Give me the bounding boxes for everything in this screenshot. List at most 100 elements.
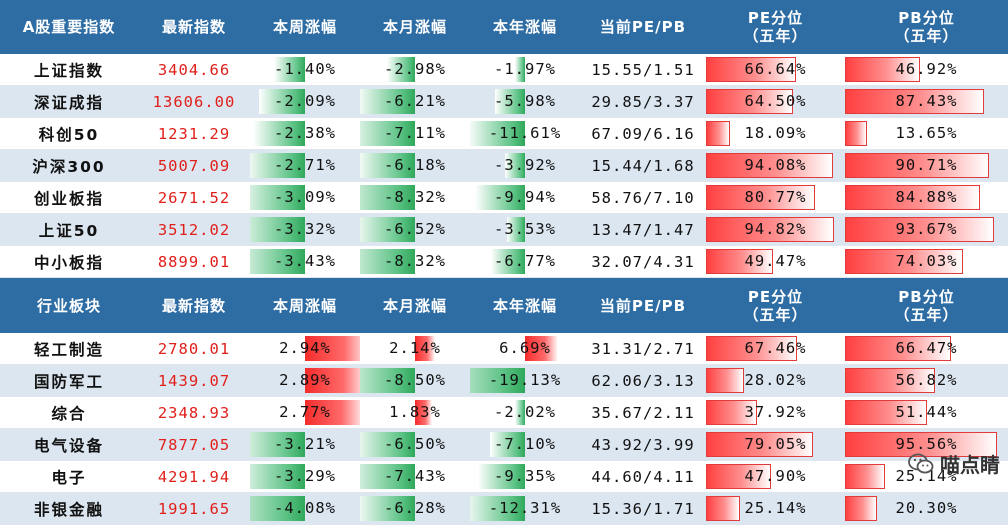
pb-percentile-cell: 66.47% bbox=[845, 333, 1008, 365]
week-change-value: -3.09% bbox=[250, 182, 360, 213]
pb-percentile-value: 74.03% bbox=[845, 246, 1008, 277]
year-change-cell: -5.98% bbox=[470, 86, 580, 118]
pb-percentile-value: 93.67% bbox=[845, 214, 1008, 245]
year-change-cell: -6.77% bbox=[470, 246, 580, 278]
pe-pb-value: 35.67/2.11 bbox=[580, 397, 706, 429]
pe-percentile-cell: 80.77% bbox=[706, 182, 845, 214]
month-change-cell: -6.21% bbox=[360, 86, 470, 118]
pe-percentile-cell: 47.90% bbox=[706, 461, 845, 493]
week-change-cell: 2.77% bbox=[250, 397, 360, 429]
pe-percentile-cell: 79.05% bbox=[706, 429, 845, 461]
month-change-value: 2.14% bbox=[360, 333, 470, 364]
pb-percentile-cell: 20.30% bbox=[845, 493, 1008, 525]
week-change-value: -3.43% bbox=[250, 246, 360, 277]
year-change-value: -12.31% bbox=[470, 493, 580, 524]
watermark: 喵点睛 bbox=[908, 449, 1000, 478]
pb-percentile-value: 56.82% bbox=[845, 365, 1008, 396]
year-change-cell: -11.61% bbox=[470, 118, 580, 150]
month-change-cell: -2.98% bbox=[360, 54, 470, 86]
year-change-cell: -9.94% bbox=[470, 182, 580, 214]
year-change-value: -3.53% bbox=[470, 214, 580, 245]
month-change-cell: 1.83% bbox=[360, 397, 470, 429]
pe-percentile-value: 18.09% bbox=[706, 118, 845, 149]
column-header: 本年涨幅 bbox=[470, 0, 580, 54]
column-header: 本月涨幅 bbox=[360, 0, 470, 54]
pb-percentile-cell: 84.88% bbox=[845, 182, 1008, 214]
row-name: 深证成指 bbox=[0, 86, 138, 118]
column-header: 最新指数 bbox=[138, 0, 250, 54]
year-change-cell: -3.53% bbox=[470, 214, 580, 246]
watermark-text: 喵点睛 bbox=[940, 449, 1000, 478]
pb-percentile-value: 20.30% bbox=[845, 493, 1008, 524]
row-name: 国防军工 bbox=[0, 365, 138, 397]
pb-percentile-value: 84.88% bbox=[845, 182, 1008, 213]
row-name: 沪深300 bbox=[0, 150, 138, 182]
month-change-cell: -7.43% bbox=[360, 461, 470, 493]
row-name: 上证指数 bbox=[0, 54, 138, 86]
year-change-value: 6.69% bbox=[470, 333, 580, 364]
week-change-value: -1.40% bbox=[250, 54, 360, 85]
latest-index: 8899.01 bbox=[138, 246, 250, 278]
week-change-value: -2.71% bbox=[250, 150, 360, 181]
week-change-value: 2.94% bbox=[250, 333, 360, 364]
latest-index: 13606.00 bbox=[138, 86, 250, 118]
pe-percentile-cell: 28.02% bbox=[706, 365, 845, 397]
month-change-value: 1.83% bbox=[360, 397, 470, 428]
year-change-cell: -2.02% bbox=[470, 397, 580, 429]
pe-percentile-value: 79.05% bbox=[706, 429, 845, 460]
week-change-cell: -3.29% bbox=[250, 461, 360, 493]
pb-percentile-value: 13.65% bbox=[845, 118, 1008, 149]
pe-pb-value: 15.55/1.51 bbox=[580, 54, 706, 86]
pe-percentile-cell: 64.50% bbox=[706, 86, 845, 118]
year-change-cell: -12.31% bbox=[470, 493, 580, 525]
pb-percentile-value: 90.71% bbox=[845, 150, 1008, 181]
latest-index: 5007.09 bbox=[138, 150, 250, 182]
latest-index: 2348.93 bbox=[138, 397, 250, 429]
latest-index: 2671.52 bbox=[138, 182, 250, 214]
year-change-value: -7.10% bbox=[470, 429, 580, 460]
week-change-cell: -2.71% bbox=[250, 150, 360, 182]
year-change-value: -6.77% bbox=[470, 246, 580, 277]
row-name: 综合 bbox=[0, 397, 138, 429]
week-change-value: -3.32% bbox=[250, 214, 360, 245]
week-change-cell: -2.38% bbox=[250, 118, 360, 150]
month-change-cell: -6.50% bbox=[360, 429, 470, 461]
month-change-cell: -6.28% bbox=[360, 493, 470, 525]
month-change-cell: -8.32% bbox=[360, 182, 470, 214]
pb-percentile-value: 51.44% bbox=[845, 397, 1008, 428]
pb-percentile-value: 87.43% bbox=[845, 86, 1008, 117]
month-change-value: -7.43% bbox=[360, 461, 470, 492]
week-change-value: -2.09% bbox=[250, 86, 360, 117]
latest-index: 4291.94 bbox=[138, 461, 250, 493]
week-change-cell: 2.94% bbox=[250, 333, 360, 365]
pb-percentile-cell: 87.43% bbox=[845, 86, 1008, 118]
week-change-cell: -4.08% bbox=[250, 493, 360, 525]
week-change-cell: 2.89% bbox=[250, 365, 360, 397]
column-header: PE分位 （五年） bbox=[706, 278, 845, 334]
column-header: 当前PE/PB bbox=[580, 0, 706, 54]
column-header: 本周涨幅 bbox=[250, 0, 360, 54]
row-name: 电气设备 bbox=[0, 429, 138, 461]
year-change-cell: -19.13% bbox=[470, 365, 580, 397]
column-header: 当前PE/PB bbox=[580, 278, 706, 334]
year-change-value: -9.35% bbox=[470, 461, 580, 492]
month-change-cell: -8.32% bbox=[360, 246, 470, 278]
row-name: 电子 bbox=[0, 461, 138, 493]
pe-percentile-cell: 66.64% bbox=[706, 54, 845, 86]
year-change-cell: -9.35% bbox=[470, 461, 580, 493]
pe-percentile-value: 25.14% bbox=[706, 493, 845, 524]
pb-percentile-cell: 93.67% bbox=[845, 214, 1008, 246]
pe-percentile-value: 37.92% bbox=[706, 397, 845, 428]
row-name: 上证50 bbox=[0, 214, 138, 246]
row-name: 科创50 bbox=[0, 118, 138, 150]
month-change-value: -6.21% bbox=[360, 86, 470, 117]
week-change-cell: -3.21% bbox=[250, 429, 360, 461]
